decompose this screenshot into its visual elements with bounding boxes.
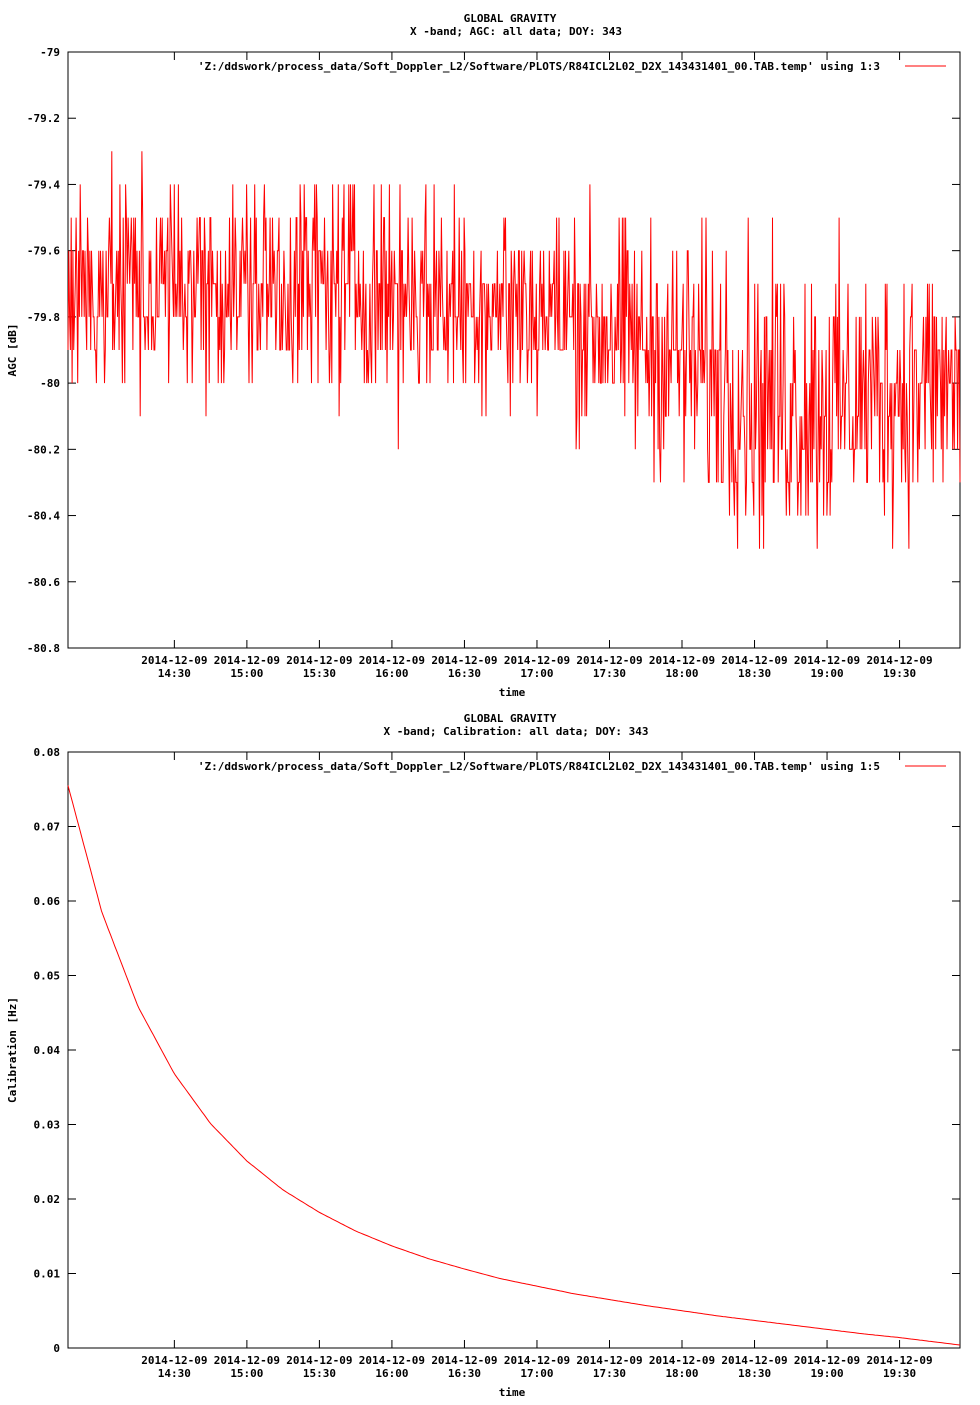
agc-x-tick-date: 2014-12-09 [359, 654, 425, 667]
calibration-plot-border [67, 751, 961, 1349]
agc-y-tick-label: -79.6 [27, 245, 60, 258]
agc-x-tick-time: 17:30 [593, 667, 626, 680]
agc-x-tick-time: 15:00 [230, 667, 263, 680]
agc-x-tick-time: 16:30 [448, 667, 481, 680]
agc-x-tick-time: 16:00 [375, 667, 408, 680]
calibration-y-tick-label: 0.03 [34, 1119, 61, 1132]
calibration-x-tick-date: 2014-12-09 [504, 1354, 570, 1367]
agc-x-tick-date: 2014-12-09 [649, 654, 715, 667]
agc-x-tick-time: 18:00 [665, 667, 698, 680]
calibration-y-tick-label: 0.08 [34, 746, 61, 759]
agc-x-tick-time: 19:00 [810, 667, 843, 680]
calibration-x-tick-time: 15:30 [303, 1367, 336, 1380]
calibration-x-tick-time: 16:00 [375, 1367, 408, 1380]
agc-y-tick-label: -80.6 [27, 576, 60, 589]
agc-x-axis-label: time [499, 686, 526, 699]
calibration-x-tick-time: 19:00 [810, 1367, 843, 1380]
calibration-x-tick-date: 2014-12-09 [866, 1354, 932, 1367]
agc-y-tick-label: -80.4 [27, 510, 60, 523]
agc-x-tick-date: 2014-12-09 [286, 654, 352, 667]
calibration-x-tick-time: 16:30 [448, 1367, 481, 1380]
agc-x-tick-time: 19:30 [883, 667, 916, 680]
calibration-x-tick-date: 2014-12-09 [359, 1354, 425, 1367]
calibration-chart-title: GLOBAL GRAVITY [464, 712, 557, 725]
agc-y-tick-label: -79.2 [27, 112, 60, 125]
calibration-y-tick-label: 0.02 [34, 1193, 61, 1206]
calibration-x-axis-label: time [499, 1386, 526, 1399]
calibration-x-tick-date: 2014-12-09 [576, 1354, 642, 1367]
agc-y-tick-label: -79.8 [27, 311, 60, 324]
agc-x-tick-date: 2014-12-09 [721, 654, 787, 667]
calibration-x-tick-date: 2014-12-09 [141, 1354, 207, 1367]
calibration-y-tick-label: 0.05 [34, 970, 61, 983]
agc-chart-title: GLOBAL GRAVITY [464, 12, 557, 25]
agc-y-axis-label: AGC [dB] [6, 324, 19, 377]
agc-y-tick-label: -80.2 [27, 443, 60, 456]
calibration-x-tick-date: 2014-12-09 [721, 1354, 787, 1367]
agc-chart-svg: GLOBAL GRAVITY X -band; AGC: all data; D… [6, 12, 961, 699]
agc-chart-subtitle: X -band; AGC: all data; DOY: 343 [410, 25, 622, 38]
calibration-x-tick-date: 2014-12-09 [649, 1354, 715, 1367]
calibration-chart-svg: GLOBAL GRAVITY X -band; Calibration: all… [6, 712, 961, 1399]
calibration-marks: 0.08 0.07 0.06 0.05 0.04 0.03 0.02 0.01 0 2014-12… [34, 746, 961, 1380]
agc-legend-label: 'Z:/ddswork/process_data/Soft_Doppler_L2… [198, 60, 880, 73]
agc-x-tick-date: 2014-12-09 [504, 654, 570, 667]
agc-marks: -79 -79.2 -79.4 -79.6 -79.8 -80 -80.2 -80.4 -80.… [27, 46, 961, 680]
calibration-y-tick-label: 0.06 [34, 895, 61, 908]
calibration-x-tick-date: 2014-12-09 [431, 1354, 497, 1367]
agc-x-tick-time: 14:30 [158, 667, 191, 680]
agc-x-tick-date: 2014-12-09 [431, 654, 497, 667]
agc-x-tick-date: 2014-12-09 [214, 654, 280, 667]
agc-x-tick-date: 2014-12-09 [866, 654, 932, 667]
calibration-legend-label: 'Z:/ddswork/process_data/Soft_Doppler_L2… [198, 760, 880, 773]
calibration-x-tick-date: 2014-12-09 [286, 1354, 352, 1367]
agc-series-line [67, 151, 961, 549]
agc-y-tick-label: -79.4 [27, 178, 60, 191]
calibration-y-tick-label: 0.01 [34, 1268, 61, 1281]
agc-x-tick-time: 15:30 [303, 667, 336, 680]
agc-x-tick-date: 2014-12-09 [141, 654, 207, 667]
calibration-series-line [67, 785, 961, 1346]
calibration-y-tick-label: 0 [53, 1342, 60, 1355]
calibration-x-tick-time: 17:00 [520, 1367, 553, 1380]
calibration-y-tick-label: 0.04 [34, 1044, 61, 1057]
calibration-plot: GLOBAL GRAVITY X -band; Calibration: all… [0, 700, 980, 1400]
calibration-x-tick-date: 2014-12-09 [794, 1354, 860, 1367]
calibration-y-tick-label: 0.07 [34, 821, 61, 834]
calibration-x-tick-time: 17:30 [593, 1367, 626, 1380]
calibration-y-axis-label: Calibration [Hz] [6, 997, 19, 1103]
agc-x-tick-date: 2014-12-09 [576, 654, 642, 667]
agc-x-tick-time: 17:00 [520, 667, 553, 680]
agc-x-tick-time: 18:30 [738, 667, 771, 680]
calibration-x-tick-time: 18:30 [738, 1367, 771, 1380]
agc-plot: GLOBAL GRAVITY X -band; AGC: all data; D… [0, 0, 980, 700]
agc-y-tick-label: -80 [40, 377, 60, 390]
calibration-x-tick-time: 19:30 [883, 1367, 916, 1380]
calibration-x-tick-date: 2014-12-09 [214, 1354, 280, 1367]
agc-y-tick-label: -79 [40, 46, 60, 59]
calibration-x-tick-time: 15:00 [230, 1367, 263, 1380]
calibration-chart-subtitle: X -band; Calibration: all data; DOY: 343 [384, 725, 649, 738]
agc-x-tick-date: 2014-12-09 [794, 654, 860, 667]
calibration-x-tick-time: 14:30 [158, 1367, 191, 1380]
calibration-x-tick-time: 18:00 [665, 1367, 698, 1380]
agc-y-tick-label: -80.8 [27, 642, 60, 655]
